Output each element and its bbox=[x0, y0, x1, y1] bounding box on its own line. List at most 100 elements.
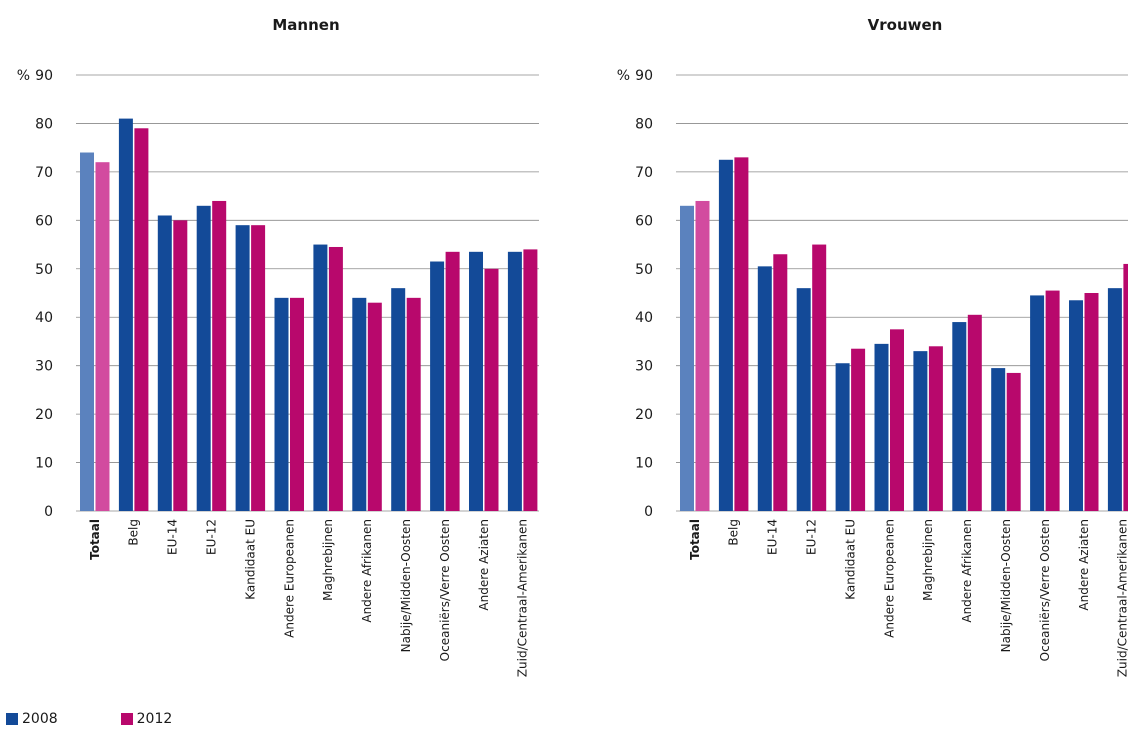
panel-2-bar-2012-10 bbox=[1084, 293, 1099, 511]
panel-2-ytick-50: 50 bbox=[635, 262, 653, 278]
panel-1-bar-2008-8 bbox=[391, 288, 406, 511]
legend-label-2008: 2008 bbox=[22, 711, 58, 727]
panel-2-title: Vrouwen bbox=[868, 16, 943, 34]
panel-2-bar-2008-8 bbox=[991, 368, 1006, 511]
panel-2-bar-2012-9 bbox=[1045, 290, 1060, 511]
panel-1-category-label-10: Andere Aziaten bbox=[477, 519, 491, 611]
panel-1-category-label-6: Maghrebijnen bbox=[321, 519, 335, 601]
panel-2-category-label-9: Oceaniërs/Verre Oosten bbox=[1038, 519, 1052, 661]
panel-1-bar-2012-11 bbox=[523, 249, 538, 511]
panel-2-ytick-40: 40 bbox=[635, 310, 653, 326]
panel-2-ytick-70: 70 bbox=[635, 165, 653, 181]
panel-2-bar-2012-3 bbox=[812, 244, 827, 512]
panel-2-bar-2008-9 bbox=[1030, 295, 1045, 511]
panel-1-bar-2008-9 bbox=[430, 261, 445, 511]
panel-1-category-label-0: Totaal bbox=[88, 519, 102, 560]
panel-1-bar-2008-4 bbox=[235, 225, 250, 511]
panel-2-bar-2012-2 bbox=[773, 254, 788, 511]
panel-1-category-label-3: EU-12 bbox=[204, 519, 218, 555]
panel-1-bar-2008-3 bbox=[196, 205, 211, 512]
legend-item-2012: 2012 bbox=[120, 711, 173, 727]
panel-2-ytick-0: 0 bbox=[644, 504, 653, 520]
panel-2-category-label-5: Andere Europeanen bbox=[882, 519, 896, 638]
panel-1-ytick-90: 90 bbox=[35, 68, 53, 84]
panel-1-bar-2008-11 bbox=[507, 251, 522, 512]
panel-1-bar-2008-5 bbox=[274, 297, 289, 511]
panel-1-ytick-40: 40 bbox=[35, 310, 53, 326]
panel-2-bar-2008-4 bbox=[835, 363, 850, 511]
legend-item-2008: 2008 bbox=[6, 711, 58, 727]
panel-2-bar-2008-0 bbox=[680, 205, 694, 512]
panel-1-axis-prefix: % bbox=[17, 68, 30, 84]
panel-2-bar-2008-2 bbox=[757, 266, 772, 511]
panel-2-ytick-60: 60 bbox=[635, 213, 653, 229]
panel-2-bar-2008-11 bbox=[1107, 288, 1122, 511]
panel-1-bar-2012-0 bbox=[95, 162, 110, 511]
panel-1-bar-2008-7 bbox=[352, 297, 367, 511]
panel-1-ytick-30: 30 bbox=[35, 359, 53, 375]
panel-1-ytick-50: 50 bbox=[35, 262, 53, 278]
panel-2-category-label-10: Andere Aziaten bbox=[1077, 519, 1091, 611]
legend-swatch-2012 bbox=[120, 713, 133, 725]
panel-1-bar-2008-6 bbox=[313, 244, 328, 512]
panel-2-category-label-4: Kandidaat EU bbox=[843, 519, 857, 600]
panel-2-category-label-6: Maghrebijnen bbox=[921, 519, 935, 601]
legend-swatch-2008 bbox=[6, 713, 18, 725]
panel-1-category-label-4: Kandidaat EU bbox=[243, 519, 257, 600]
panel-2-category-label-1: Belg bbox=[727, 519, 741, 546]
panel-1-title: Mannen bbox=[272, 16, 339, 34]
panel-1-category-label-9: Oceaniërs/Verre Oosten bbox=[438, 519, 452, 661]
panel-1-bar-2012-8 bbox=[406, 297, 421, 511]
panel-2-category-label-8: Nabije/Midden-Oosten bbox=[999, 519, 1013, 652]
panel-1-ytick-10: 10 bbox=[35, 456, 53, 472]
panel-1-ytick-70: 70 bbox=[35, 165, 53, 181]
panel-2-bar-2012-4 bbox=[851, 348, 866, 511]
panel-1-bar-2012-9 bbox=[445, 251, 460, 512]
panel-1-bar-2008-10 bbox=[469, 251, 483, 512]
panel-2-bar-2008-10 bbox=[1069, 300, 1083, 511]
panel-2-bar-2008-1 bbox=[718, 159, 733, 511]
panel-1-ytick-60: 60 bbox=[35, 213, 53, 229]
panel-2-bar-2008-3 bbox=[796, 288, 811, 511]
panel-2-ytick-90: 90 bbox=[635, 68, 653, 84]
panel-2-bar-2012-7 bbox=[967, 314, 982, 511]
panel-1-bar-2012-3 bbox=[212, 200, 227, 511]
panel-2-bar-2012-1 bbox=[734, 157, 749, 511]
panel-1-category-label-5: Andere Europeanen bbox=[282, 519, 296, 638]
panel-2-bar-2008-7 bbox=[952, 322, 967, 511]
panel-2-bar-2008-6 bbox=[913, 351, 928, 511]
panel-2-ytick-20: 20 bbox=[635, 407, 653, 423]
panel-1-bar-2012-2 bbox=[173, 220, 188, 512]
panel-1-ytick-0: 0 bbox=[44, 504, 53, 520]
panel-2-bar-2008-5 bbox=[874, 343, 889, 511]
panel-2-bar-2012-5 bbox=[890, 329, 904, 511]
panel-1-category-label-8: Nabije/Midden-Oosten bbox=[399, 519, 413, 652]
panel-1-ytick-80: 80 bbox=[35, 116, 53, 132]
panel-1-category-label-7: Andere Afrikanen bbox=[360, 519, 374, 623]
panel-1-category-label-11: Zuid/Centraal-Amerikanen bbox=[516, 519, 530, 677]
panel-1-bar-2012-5 bbox=[290, 297, 304, 511]
panel-1-category-label-2: EU-14 bbox=[166, 519, 180, 555]
panel-1-bar-2012-4 bbox=[251, 225, 266, 511]
panel-1-bar-2008-0 bbox=[80, 152, 94, 511]
panel-2-ytick-10: 10 bbox=[635, 456, 653, 472]
panel-2-category-label-2: EU-14 bbox=[766, 519, 780, 555]
panel-2-bar-2012-11 bbox=[1123, 263, 1128, 511]
legend-label-2012: 2012 bbox=[136, 711, 173, 727]
panel-2-ytick-30: 30 bbox=[635, 359, 653, 375]
panel-2-category-label-3: EU-12 bbox=[804, 519, 818, 555]
panel-2-ytick-80: 80 bbox=[635, 116, 653, 132]
panel-2-bar-2012-8 bbox=[1006, 372, 1021, 511]
panel-1-bar-2008-2 bbox=[157, 215, 172, 511]
panel-2-category-label-11: Zuid/Centraal-Amerikanen bbox=[1116, 519, 1128, 677]
panel-1-bar-2008-1 bbox=[118, 118, 133, 511]
panel-1-category-label-1: Belg bbox=[127, 519, 141, 546]
panel-2-category-label-7: Andere Afrikanen bbox=[960, 519, 974, 623]
panel-2-category-label-0: Totaal bbox=[688, 519, 702, 560]
panel-1-ytick-20: 20 bbox=[35, 407, 53, 423]
panel-1-bar-2012-7 bbox=[367, 302, 382, 511]
legend: 2008 2012 bbox=[6, 709, 235, 729]
panel-1-bar-2012-6 bbox=[328, 246, 343, 511]
panel-1-bar-2012-10 bbox=[484, 268, 499, 511]
